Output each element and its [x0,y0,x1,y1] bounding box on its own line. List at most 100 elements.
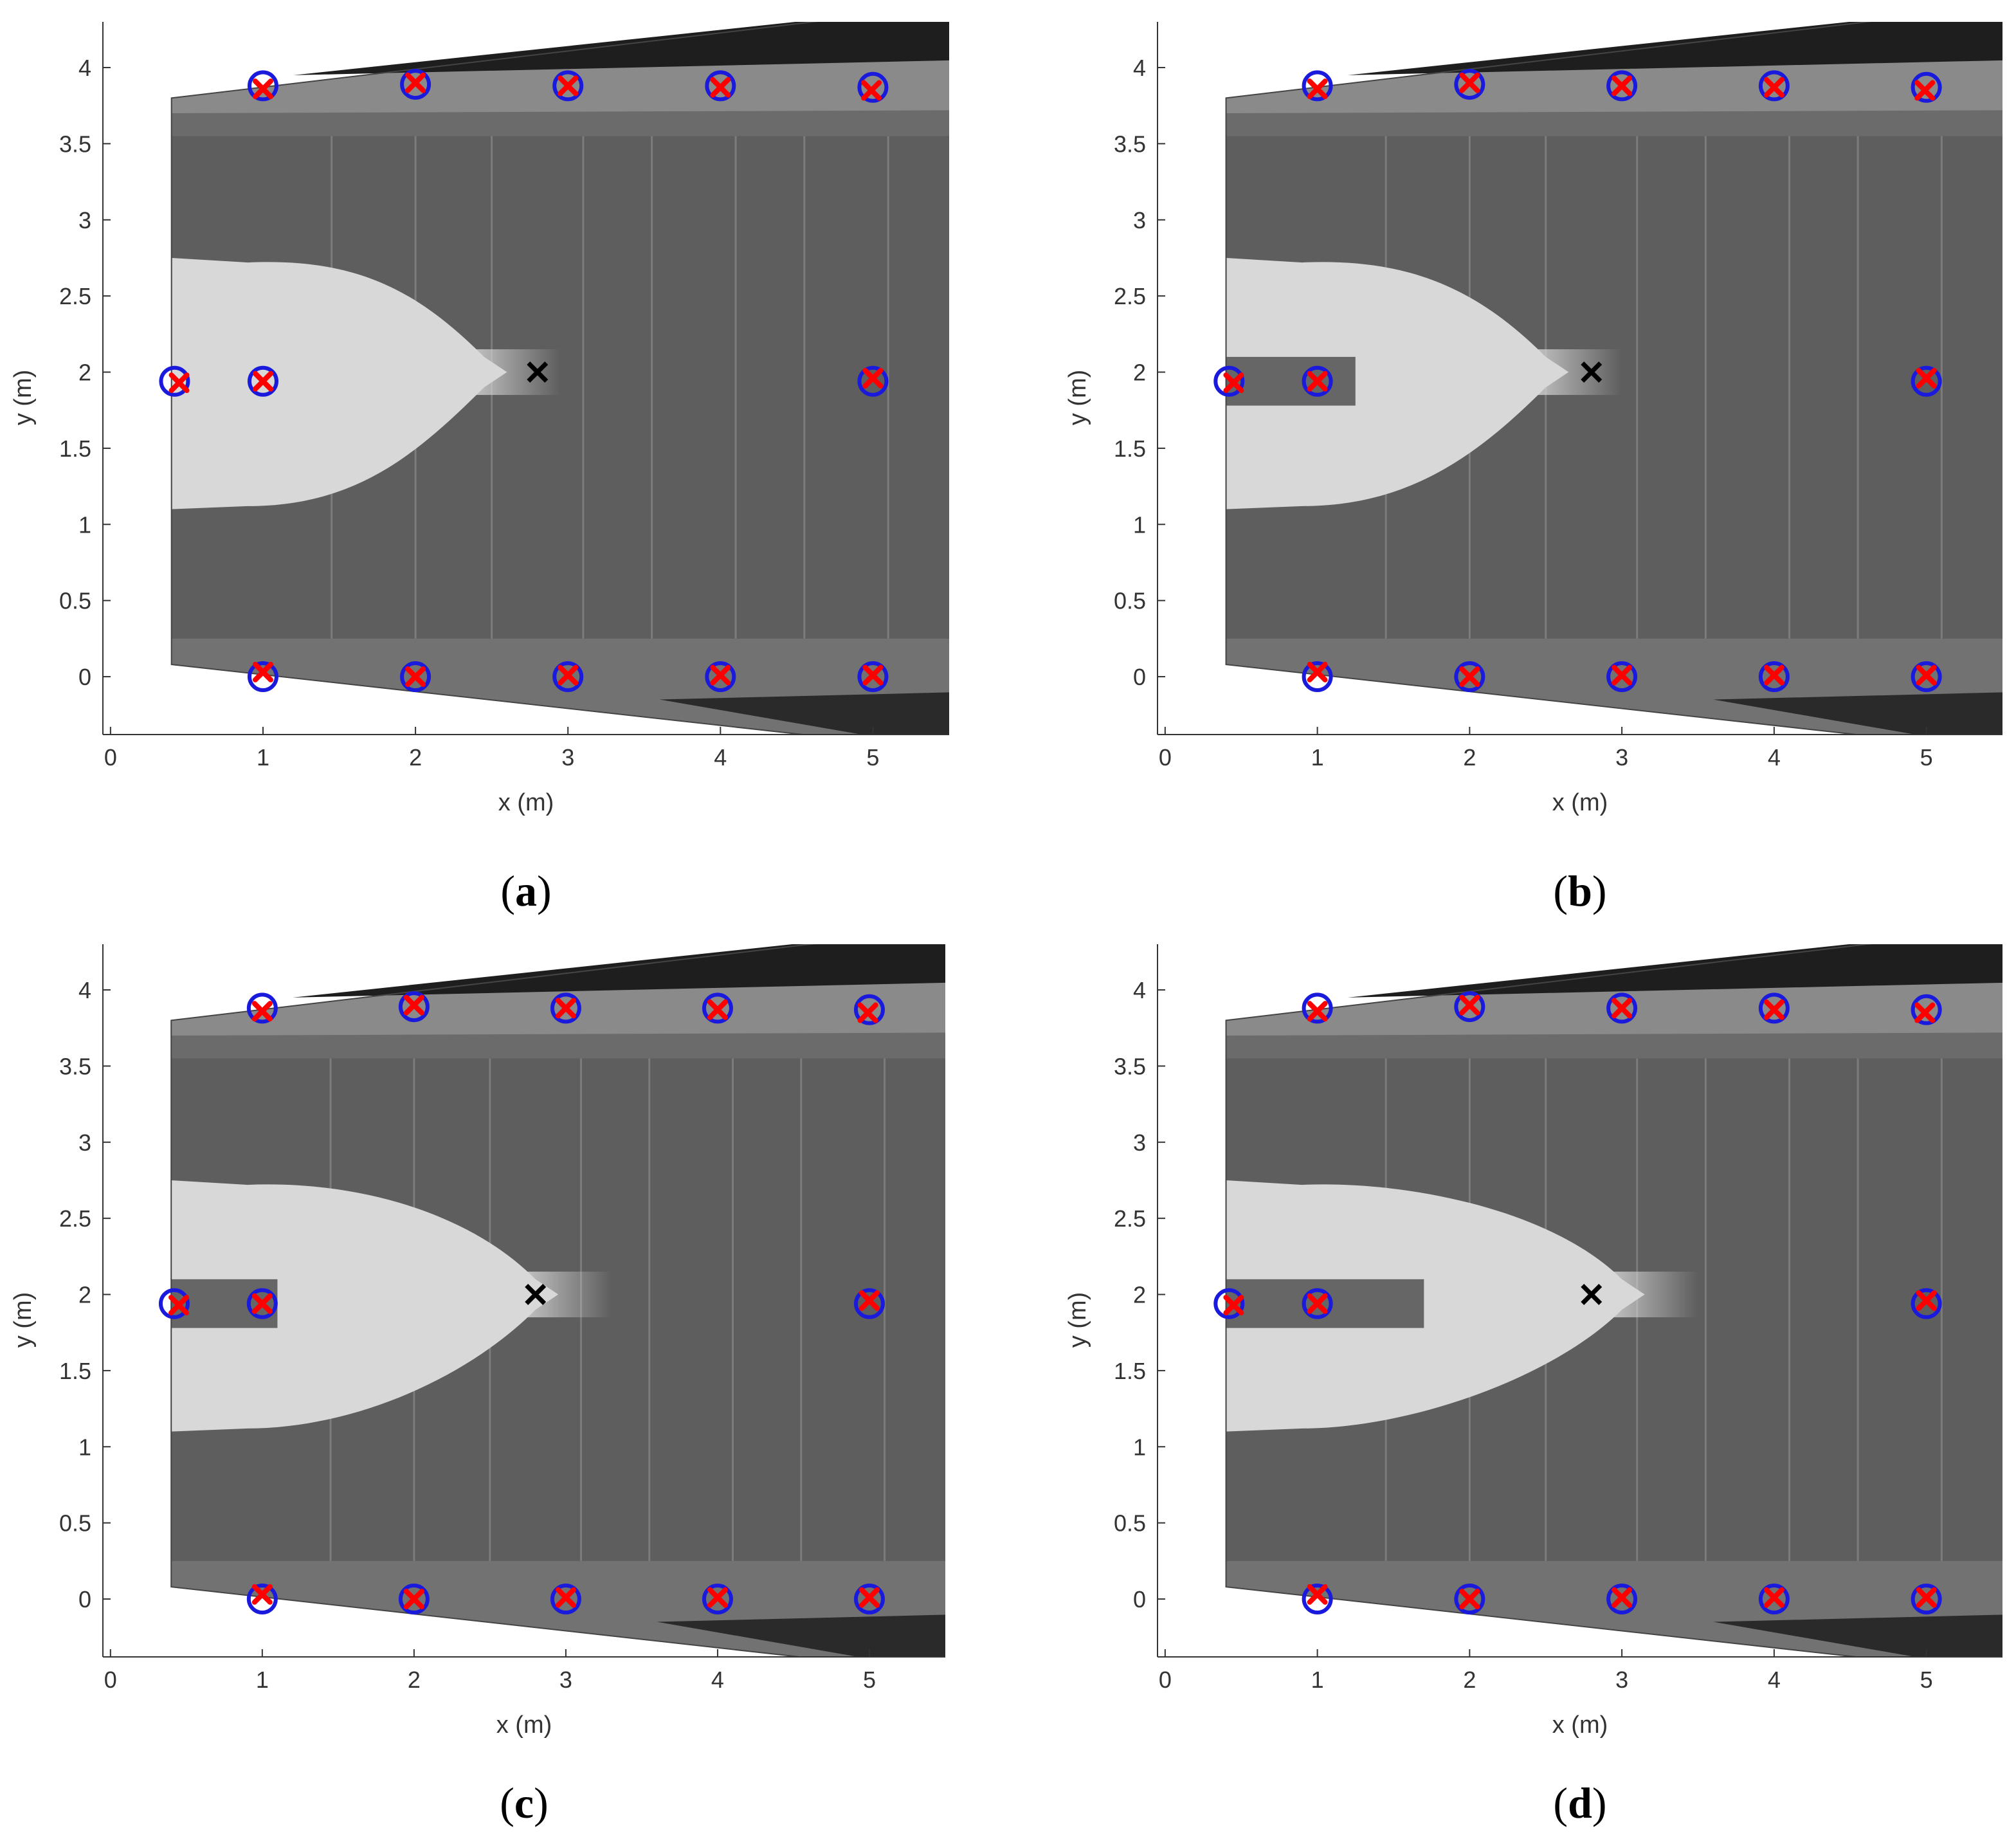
reference-point-circle [857,71,889,103]
detected-point-x [1459,994,1480,1016]
detected-point-x [1763,664,1784,686]
detected-point-x [1307,1001,1328,1022]
detected-point-x [1223,1295,1244,1316]
detected-point-x [252,78,273,100]
reference-point-circle [1213,365,1245,397]
reference-point-circle [705,70,736,102]
x-tick-label: 0 [1159,744,1172,771]
flow-plume [171,1180,559,1432]
x-tick-label: 4 [1768,1667,1781,1693]
x-axis-label: x (m) [1552,789,1608,816]
detected-point-x [707,1587,728,1608]
reference-point-circle [1911,1288,1942,1319]
caption-close-paren: ) [1592,1778,1607,1827]
reference-point-circle [159,365,190,397]
y-tick-label: 4 [1133,977,1146,1003]
x-tick-label: 5 [863,1667,876,1693]
y-tick-label: 2 [1133,360,1146,386]
x-tick-label: 1 [256,1667,269,1693]
reference-point-circle [857,661,889,693]
y-tick-label: 3 [1133,1129,1146,1156]
detected-point-x [1763,1587,1784,1608]
reference-point-circle [1302,365,1333,397]
y-axis-label: y (m) [1064,1292,1091,1348]
x-tick-label: 1 [1311,744,1324,771]
x-tick-label: 2 [1463,744,1476,771]
reference-point-circle [1758,661,1790,693]
panel-b: 0 1 2 3 4 5 0 0.5 1 1.5 2 2.5 3 3.5 4 x (m) y (m) (b) [1064,22,2002,915]
reference-point-circle [1606,992,1638,1024]
x-tick-label: 4 [1768,744,1781,771]
x-tick-label: 1 [1311,1667,1324,1693]
reference-point-circle [1758,70,1790,102]
y-tick-label: 0 [1133,1586,1146,1613]
panel-caption: (b) [1553,866,1606,915]
reference-point-circle [1302,1288,1333,1319]
flume-photo [1225,944,2002,1657]
detected-point-x [862,664,884,686]
detected-point-x [168,1295,190,1316]
x-tick-label: 0 [104,1667,117,1693]
y-tick-label: 4 [78,977,91,1003]
y-tick-label: 2.5 [1114,1205,1146,1232]
y-tick-label: 3 [1133,207,1146,233]
y-tick-label: 3.5 [59,131,91,157]
reference-point-circle [246,992,278,1024]
y-tick-label: 3.5 [59,1053,91,1079]
y-tick-label: 1.5 [1114,435,1146,462]
panel-caption: (a) [500,866,551,915]
detected-point-x [1459,666,1480,688]
plume-tip-fade [505,1272,612,1318]
reference-point-circle [1606,70,1638,102]
reference-point-circle [1911,661,1942,693]
detected-point-x [555,998,576,1019]
reference-point-circle [1454,991,1485,1023]
caption-close-paren: ) [534,1778,549,1827]
detected-point-x [251,1001,273,1022]
reference-point-circle [1911,365,1942,397]
reference-point-circle [1302,661,1333,693]
x-axis-label: x (m) [498,789,554,816]
flume-photo [170,944,945,1657]
target-point-x [1581,1284,1603,1306]
reference-point-circle [853,994,885,1025]
detected-point-x [558,75,579,96]
caption-letter: d [1568,1778,1592,1827]
reference-point-circle [552,70,584,102]
detected-point-x [555,1587,576,1608]
detected-point-x [857,1002,878,1023]
photo-edge [170,22,819,735]
bottom-dark-structure [657,1614,945,1657]
detected-point-x [1763,999,1784,1020]
y-tick-label: 0 [78,664,91,690]
detected-point-x [251,1584,273,1605]
detected-point-x [1914,80,1936,101]
x-tick-label: 4 [714,744,727,771]
x-tick-label: 5 [866,744,879,771]
detected-point-x [168,372,190,394]
photo-edge [1225,944,1873,1657]
reference-point-circle [853,1584,885,1615]
target-point-x [527,361,549,383]
caption-open-paren: ( [500,866,515,915]
detected-point-x [405,72,426,93]
reference-point-circle [1213,1288,1245,1319]
reference-point-circle [400,69,431,100]
plume-tip-fade [453,349,561,396]
x-tick-label: 3 [1615,1667,1628,1693]
detected-point-x [710,77,731,98]
y-tick-label: 1 [1133,1434,1146,1460]
reference-point-circle [246,1584,278,1615]
x-axis-label: x (m) [1552,1712,1608,1739]
x-tick-label: 4 [711,1667,724,1693]
x-tick-label: 3 [559,1667,572,1693]
y-tick-label: 2 [78,360,91,386]
panel-d: 0 1 2 3 4 5 0 0.5 1 1.5 2 2.5 3 3.5 4 x (m) y (m) (d) [1064,944,2002,1827]
target-point-x [1581,361,1603,383]
reference-point-circle [1606,661,1638,693]
reference-point-circle [853,1288,885,1319]
detected-point-x [1763,77,1784,98]
detected-point-x [1612,664,1633,686]
reference-point-circle [247,70,278,102]
reference-point-circle [702,992,733,1024]
